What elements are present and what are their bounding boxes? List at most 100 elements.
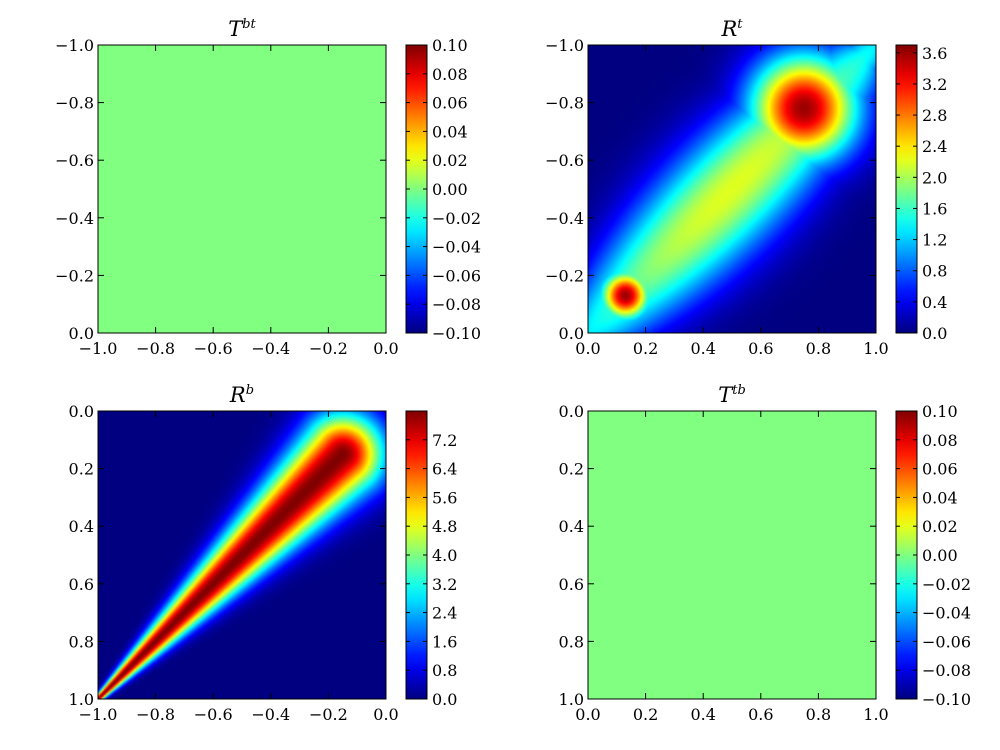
heatmap-image [98,45,386,333]
colorbar-tick-label: 0.04 [922,488,958,507]
colorbar-tick-label: −0.08 [432,295,481,314]
title-superscript: b [246,383,254,398]
x-tick-label: 0.8 [806,339,831,358]
colorbar-tick-label: 0.06 [922,460,958,479]
x-tick-label: 0.0 [373,339,398,358]
y-tick-label: 0.8 [559,632,584,651]
colorbar-tick-label: 0.4 [922,293,947,312]
colorbar-tick-label: −0.06 [922,632,971,651]
colorbar-tick-label: 0.02 [432,151,468,170]
title-base: T [718,383,734,407]
x-tick-label: −0.8 [136,705,175,724]
y-tick-label: 1.0 [69,690,94,709]
colorbar-tick-label: 2.8 [922,106,947,125]
colorbar-tick-label: −0.10 [432,324,481,343]
colorbar-tick-label: −0.02 [432,209,481,228]
colorbar [406,411,427,699]
plot-frame [587,44,877,334]
colorbar-tick-label: 0.08 [432,65,468,84]
colorbar-tick-label: 0.00 [432,180,468,199]
y-tick-label: −0.8 [55,94,94,113]
y-tick-label: −0.2 [545,266,584,285]
y-tick-label: −0.4 [545,209,584,228]
colorbar-tick-label: 0.04 [432,122,468,141]
y-tick-label: −0.2 [55,266,94,285]
colorbar-tick-label: 4.0 [432,546,457,565]
x-tick-label: 0.8 [806,705,831,724]
x-tick-label: 0.4 [690,705,715,724]
y-tick-label: −0.8 [545,94,584,113]
panel-title: Ttb [718,383,746,407]
x-tick-label: −0.6 [194,339,233,358]
title-base: T [228,17,244,41]
colorbar-tick-label: 0.00 [922,546,958,565]
y-tick-label: −0.4 [55,209,94,228]
colorbar-tick-label: 0.10 [922,402,958,421]
y-tick-label: 0.6 [69,575,94,594]
colorbar-tick-label: 5.6 [432,488,457,507]
colorbar-tick-label: 1.6 [432,632,457,651]
y-tick-label: 0.6 [559,575,584,594]
colorbar [896,45,917,333]
y-tick-label: −1.0 [545,36,584,55]
colorbar-tick-label: 2.0 [922,168,947,187]
x-tick-label: 1.0 [863,339,888,358]
x-tick-label: 0.0 [373,705,398,724]
colorbar-tick-label: −0.02 [922,575,971,594]
heatmap-image [98,411,386,699]
x-tick-label: 0.6 [748,705,773,724]
colorbar-tick-label: 3.2 [432,575,457,594]
plot-frame [587,410,877,700]
colorbar-tick-label: 0.0 [432,690,457,709]
colorbar-frame [895,44,918,334]
x-tick-label: 1.0 [863,705,888,724]
colorbar-tick-label: −0.08 [922,661,971,680]
panel-r-b: Rb −1.0 −0.8 −0.6 −0.4 −0.2 0.0 0.0 0.2 0.4 0.6 0.8… [69,383,458,724]
colorbar-tick-label: 0.10 [432,36,468,55]
colorbar-tick-label: 0.8 [432,661,457,680]
colorbar-tick-label: 1.6 [922,199,947,218]
y-tick-label: 0.4 [559,517,584,536]
panel-t-bt: Tbt−1.0 −0.8 −0.6 −0.4 −0.2 0.0−1.0−0.8−0.6−0… [55,17,481,358]
x-tick-label: −0.6 [194,705,233,724]
colorbar-tick-label: 0.08 [922,431,958,450]
x-tick-label: −0.8 [136,339,175,358]
x-tick-label: 0.0 [575,705,600,724]
y-tick-label: 0.4 [69,517,94,536]
heatmap-image [588,411,876,699]
colorbar-tick-label: 0.8 [922,262,947,281]
colorbar-tick-label: 0.06 [432,94,468,113]
x-tick-label: −1.0 [79,705,118,724]
y-tick-label: −1.0 [55,36,94,55]
panel-r-t: Rt 0.0 0.2 0.4 0.6 0.8 1.0 −1.0 −0.8 −0.6 −0.4 −0.2… [545,17,947,358]
x-tick-label: 0.4 [690,339,715,358]
colorbar-tick-label: 0.0 [922,324,947,343]
y-tick-label: 0.8 [69,632,94,651]
panel-title: Rt [720,17,743,41]
colorbar [896,411,917,699]
colorbar-tick-label: −0.04 [922,604,971,623]
colorbar-tick-label: 3.6 [922,44,947,63]
panel-title: Tbt [228,17,256,41]
plot-frame [97,410,387,700]
heatmap-image [588,45,876,333]
title-base: R [720,17,737,41]
x-tick-label: −0.4 [251,705,290,724]
title-superscript: t [737,17,743,32]
x-tick-label: −1.0 [79,339,118,358]
y-tick-label: −0.6 [545,151,584,170]
y-tick-label: 0.0 [559,402,584,421]
y-tick-label: 0.0 [69,402,94,421]
x-tick-label: −0.4 [251,339,290,358]
y-tick-label: 0.0 [559,324,584,343]
colorbar-tick-label: −0.04 [432,238,481,257]
title-superscript: tb [732,383,746,398]
colorbar-tick-label: 2.4 [432,604,457,623]
title-superscript: bt [242,17,256,32]
colorbar-tick-label: −0.06 [432,266,481,285]
colorbar-tick-label: 6.4 [432,460,457,479]
x-tick-label: 0.6 [748,339,773,358]
panel-title: Rb [229,383,254,407]
colorbar-tick-label: −0.10 [922,690,971,709]
